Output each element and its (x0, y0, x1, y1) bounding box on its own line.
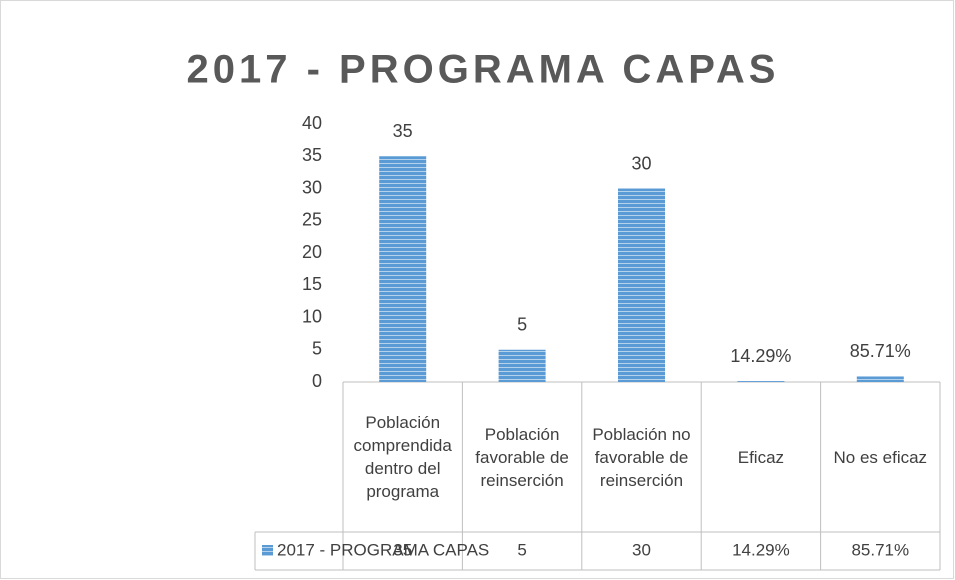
legend-swatch (262, 545, 273, 556)
category-cell: Población no favorable de reinserción (592, 424, 691, 490)
bar (498, 349, 546, 382)
y-tick-label: 5 (312, 339, 322, 359)
legend-label: 2017 - PROGRAMA CAPAS (277, 540, 489, 559)
category-cell: No es eficaz (833, 447, 928, 467)
table-value: 30 (632, 540, 651, 559)
x-tick-label: No es eficaz (833, 447, 928, 467)
bar (618, 188, 665, 382)
data-label: 30 (631, 153, 651, 173)
y-tick-label: 0 (312, 371, 322, 391)
x-tick-label: Eficaz (737, 447, 785, 467)
table-value: 85.71% (851, 540, 909, 559)
data-label: 14.29% (730, 346, 791, 366)
x-tick-label: Población comprendida dentro del program… (353, 413, 452, 501)
x-tick-label: Población no favorable de reinserción (592, 424, 691, 490)
chart-title: 2017 - PROGRAMA CAPAS (187, 48, 780, 92)
y-tick-label: 25 (302, 210, 322, 230)
bar (379, 156, 427, 382)
bar (737, 381, 785, 382)
y-tick-label: 10 (302, 306, 322, 326)
category-cell: Población favorable de reinserción (475, 424, 569, 490)
table-value: 35 (393, 540, 412, 559)
table-value: 5 (517, 540, 526, 559)
bar (856, 376, 904, 382)
table-value: 14.29% (732, 540, 790, 559)
category-cell: Eficaz (737, 447, 785, 467)
y-tick-label: 40 (302, 113, 322, 133)
data-label: 5 (517, 315, 527, 335)
y-tick-label: 35 (302, 145, 322, 165)
y-tick-label: 20 (302, 242, 322, 262)
y-tick-label: 15 (302, 274, 322, 294)
x-tick-label: Población favorable de reinserción (475, 424, 569, 490)
data-label: 35 (393, 121, 413, 141)
data-label: 85.71% (850, 341, 911, 361)
category-cell: Población comprendida dentro del program… (353, 413, 452, 501)
y-tick-label: 30 (302, 177, 322, 197)
